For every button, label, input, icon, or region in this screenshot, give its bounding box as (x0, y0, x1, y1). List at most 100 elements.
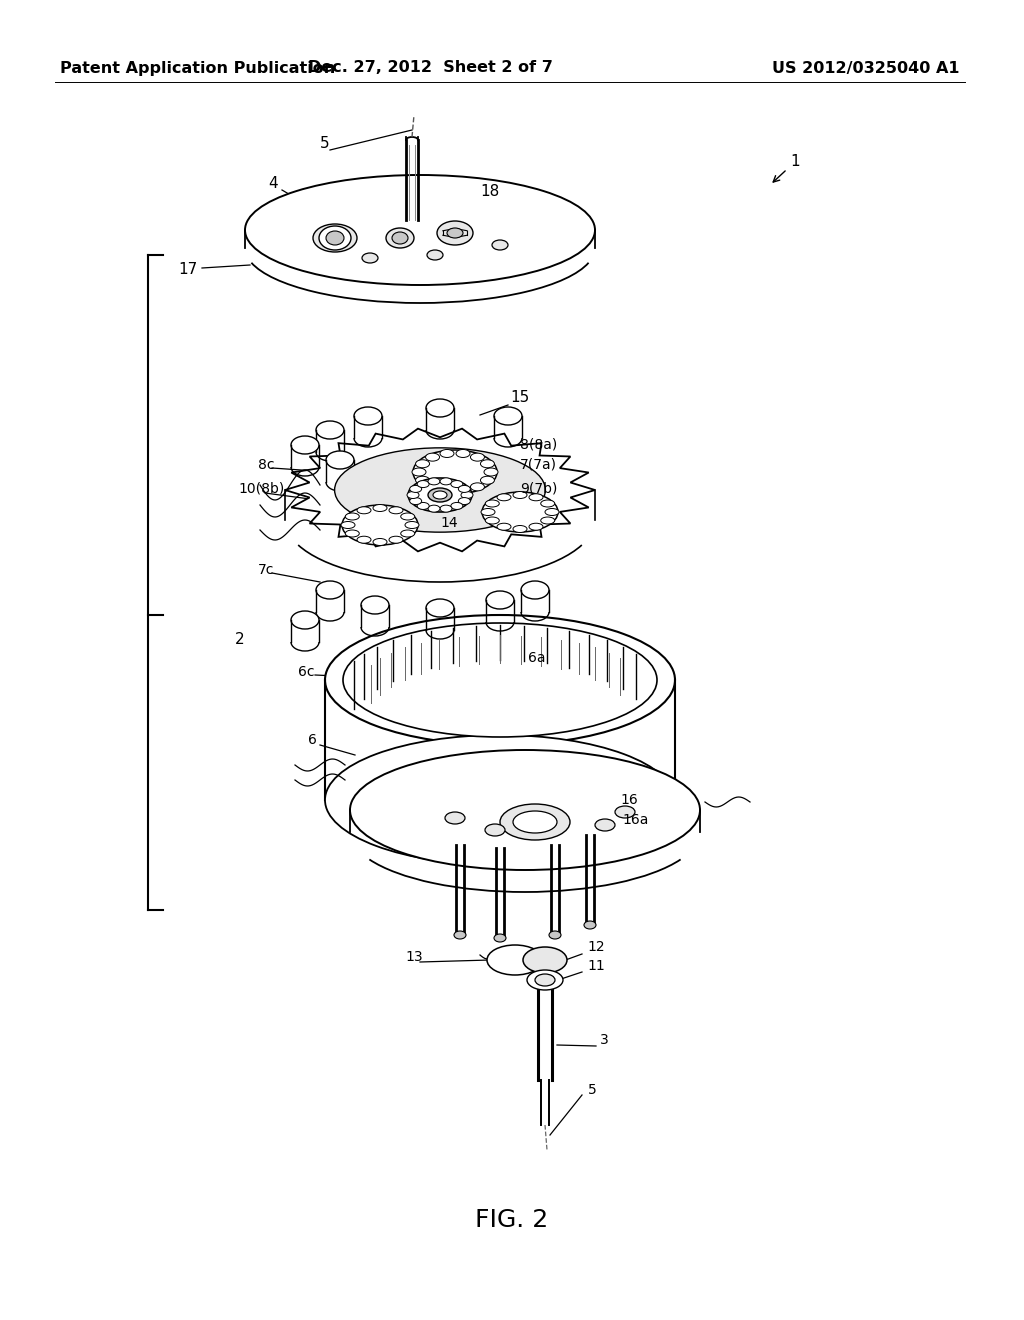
Ellipse shape (410, 486, 422, 492)
Text: 17: 17 (178, 263, 198, 277)
Text: 15: 15 (510, 391, 529, 405)
Ellipse shape (407, 491, 419, 499)
Ellipse shape (426, 399, 454, 417)
Ellipse shape (529, 494, 543, 500)
Ellipse shape (545, 508, 559, 516)
Text: 16: 16 (620, 793, 638, 807)
Text: 8(8a): 8(8a) (520, 438, 557, 451)
Ellipse shape (412, 469, 426, 477)
Ellipse shape (527, 970, 563, 990)
Ellipse shape (426, 599, 454, 616)
Ellipse shape (350, 750, 700, 870)
Ellipse shape (454, 931, 466, 939)
Text: 6c: 6c (298, 665, 314, 678)
Text: US 2012/0325040 A1: US 2012/0325040 A1 (772, 61, 961, 75)
Ellipse shape (500, 804, 570, 840)
Ellipse shape (408, 478, 472, 512)
Ellipse shape (373, 504, 387, 511)
Ellipse shape (497, 494, 511, 500)
Ellipse shape (521, 581, 549, 599)
Ellipse shape (535, 974, 555, 986)
Text: 12: 12 (587, 940, 604, 954)
Ellipse shape (440, 506, 452, 512)
Ellipse shape (595, 818, 615, 832)
Ellipse shape (426, 483, 439, 491)
Ellipse shape (440, 450, 454, 458)
Ellipse shape (392, 232, 408, 244)
Ellipse shape (459, 498, 470, 504)
Text: Dec. 27, 2012  Sheet 2 of 7: Dec. 27, 2012 Sheet 2 of 7 (307, 61, 552, 75)
Ellipse shape (416, 477, 429, 484)
Ellipse shape (461, 491, 473, 499)
Ellipse shape (470, 453, 484, 461)
Ellipse shape (456, 487, 470, 495)
Text: 16a: 16a (622, 813, 648, 828)
Ellipse shape (342, 506, 418, 545)
Ellipse shape (492, 240, 508, 249)
Ellipse shape (513, 525, 527, 532)
Ellipse shape (400, 513, 415, 520)
Ellipse shape (361, 597, 389, 614)
Ellipse shape (494, 935, 506, 942)
Ellipse shape (470, 483, 484, 491)
Ellipse shape (513, 810, 557, 833)
Ellipse shape (440, 478, 452, 484)
Ellipse shape (428, 488, 452, 502)
Text: 3: 3 (600, 1034, 608, 1047)
Text: 7(7a): 7(7a) (520, 458, 557, 473)
Ellipse shape (484, 469, 498, 477)
Ellipse shape (447, 228, 463, 238)
Ellipse shape (362, 253, 378, 263)
Ellipse shape (316, 581, 344, 599)
Ellipse shape (428, 478, 440, 484)
Text: 18: 18 (480, 185, 500, 199)
Ellipse shape (487, 945, 543, 975)
Ellipse shape (389, 536, 403, 544)
Ellipse shape (513, 491, 527, 499)
Ellipse shape (497, 523, 511, 531)
Ellipse shape (494, 407, 522, 425)
Text: 11: 11 (587, 960, 605, 973)
Ellipse shape (480, 477, 495, 484)
Ellipse shape (416, 459, 429, 467)
Ellipse shape (433, 491, 447, 499)
Ellipse shape (451, 480, 463, 487)
Ellipse shape (549, 931, 561, 939)
Text: Patent Application Publication: Patent Application Publication (60, 61, 335, 75)
Text: 13: 13 (406, 950, 423, 964)
Text: 9(7b): 9(7b) (520, 480, 557, 495)
Ellipse shape (357, 536, 371, 544)
Ellipse shape (325, 735, 675, 865)
Ellipse shape (485, 500, 500, 507)
Ellipse shape (316, 421, 344, 440)
Ellipse shape (245, 176, 595, 285)
Ellipse shape (437, 220, 473, 246)
Ellipse shape (389, 507, 403, 513)
Ellipse shape (410, 498, 422, 504)
Ellipse shape (541, 517, 555, 524)
Text: 7c: 7c (258, 564, 274, 577)
Ellipse shape (413, 450, 497, 494)
Ellipse shape (456, 450, 470, 458)
Ellipse shape (325, 615, 675, 744)
Ellipse shape (584, 921, 596, 929)
Ellipse shape (357, 507, 371, 513)
Ellipse shape (341, 521, 355, 528)
Ellipse shape (485, 517, 500, 524)
Ellipse shape (482, 492, 558, 532)
Text: 10(8b): 10(8b) (238, 480, 285, 495)
Ellipse shape (326, 451, 354, 469)
Ellipse shape (486, 591, 514, 609)
Text: 2: 2 (234, 632, 245, 648)
Ellipse shape (354, 407, 382, 425)
Ellipse shape (343, 623, 657, 737)
Ellipse shape (345, 531, 359, 537)
Text: 14: 14 (440, 516, 458, 531)
Ellipse shape (480, 459, 495, 467)
Ellipse shape (615, 807, 635, 818)
Text: 6a: 6a (528, 651, 546, 665)
Polygon shape (285, 429, 595, 552)
Text: 6: 6 (308, 733, 316, 747)
Ellipse shape (440, 487, 454, 495)
Text: 5: 5 (319, 136, 330, 150)
